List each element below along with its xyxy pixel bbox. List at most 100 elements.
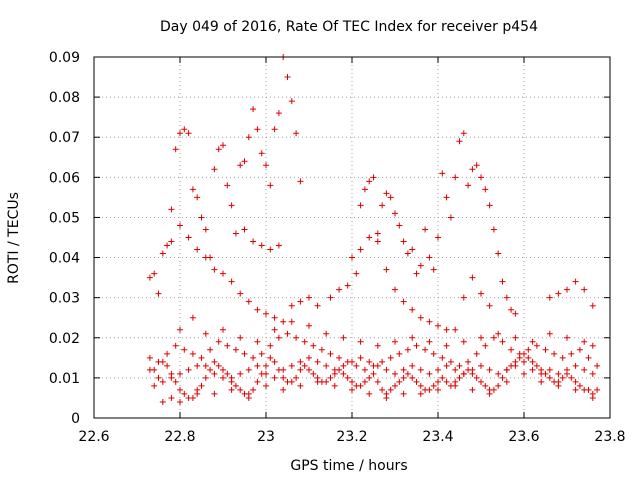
y-axis-label: ROTI / TECUs [6, 192, 22, 284]
y-tick-label: 0.01 [49, 371, 80, 387]
data-point [202, 330, 209, 337]
data-point [228, 202, 235, 209]
data-point [564, 366, 570, 373]
data-point [361, 366, 368, 373]
y-tick-label: 0.05 [49, 210, 80, 226]
chart-title: Day 049 of 2016, Rate Of TEC Index for r… [160, 19, 538, 35]
data-point [202, 254, 209, 261]
data-point [194, 386, 201, 393]
data-point [400, 374, 407, 381]
data-point [469, 166, 476, 173]
data-point [435, 386, 441, 393]
data-point [280, 318, 287, 325]
data-point [151, 270, 158, 277]
data-point [383, 394, 390, 401]
data-point [314, 378, 321, 385]
data-point [435, 366, 441, 373]
data-point [185, 366, 192, 373]
data-point [443, 326, 450, 333]
data-point [237, 370, 244, 377]
data-point [228, 374, 235, 381]
data-point [422, 346, 429, 353]
x-tick-labels: 22.6 22.8 23 23.2 23.4 23.6 23.8 [78, 429, 625, 445]
data-point [460, 294, 467, 301]
data-point [581, 286, 588, 293]
data-point [361, 378, 368, 385]
data-point [211, 166, 218, 173]
data-point [323, 362, 330, 369]
x-tick-label: 23.6 [508, 429, 539, 445]
data-point [168, 374, 175, 381]
data-point [211, 266, 218, 273]
data-point [413, 270, 420, 277]
y-tick-label: 0.09 [49, 50, 80, 66]
data-point [172, 378, 179, 385]
data-point [366, 374, 373, 381]
data-point [404, 346, 411, 353]
data-point [589, 302, 596, 309]
data-point [366, 234, 373, 241]
data-point [297, 382, 304, 389]
data-point [400, 366, 407, 373]
data-point [271, 314, 278, 321]
data-point [146, 354, 153, 361]
data-point [164, 242, 171, 249]
data-point [185, 234, 192, 241]
data-point [164, 362, 171, 369]
data-point [594, 386, 601, 393]
data-point [306, 294, 312, 301]
data-point [525, 346, 532, 353]
data-point [314, 302, 321, 309]
data-point [443, 194, 450, 201]
data-point [271, 126, 278, 133]
data-point [215, 146, 222, 153]
data-point [215, 362, 222, 369]
data-point [331, 366, 338, 373]
data-point [469, 366, 476, 373]
data-point [228, 386, 235, 393]
data-point [456, 374, 463, 381]
data-point [202, 374, 209, 381]
data-point [297, 298, 304, 305]
data-point [426, 370, 433, 377]
data-point [349, 378, 355, 385]
y-tick-label: 0.06 [49, 170, 80, 186]
y-tick-label: 0.08 [49, 90, 80, 106]
data-point [426, 386, 433, 393]
data-point [228, 278, 235, 285]
data-point [310, 342, 317, 349]
data-point [198, 214, 205, 221]
data-point [349, 386, 355, 393]
data-point [495, 330, 502, 337]
data-point [383, 190, 390, 197]
data-point [181, 390, 188, 397]
data-point [551, 350, 558, 357]
data-point [585, 354, 592, 361]
data-point [237, 162, 244, 169]
data-point [202, 362, 209, 369]
data-point [172, 146, 179, 153]
data-point [349, 254, 355, 261]
data-point [417, 262, 424, 269]
data-point [572, 362, 579, 369]
data-point [396, 350, 403, 357]
data-point [383, 266, 390, 273]
data-point [439, 170, 446, 177]
y-tick-label: 0.07 [49, 130, 80, 146]
data-point [374, 238, 381, 245]
data-point [490, 226, 497, 233]
data-point [237, 386, 244, 393]
data-point [275, 334, 282, 341]
data-point [387, 194, 394, 201]
x-tick-label: 23.4 [422, 429, 453, 445]
data-point [263, 370, 269, 377]
data-point [478, 334, 484, 341]
data-point [392, 382, 398, 389]
data-point [417, 390, 424, 397]
data-point [435, 234, 441, 241]
data-point [465, 358, 472, 365]
data-point [430, 382, 437, 389]
data-point [275, 242, 282, 249]
data-point [478, 362, 484, 369]
data-point [396, 378, 403, 385]
